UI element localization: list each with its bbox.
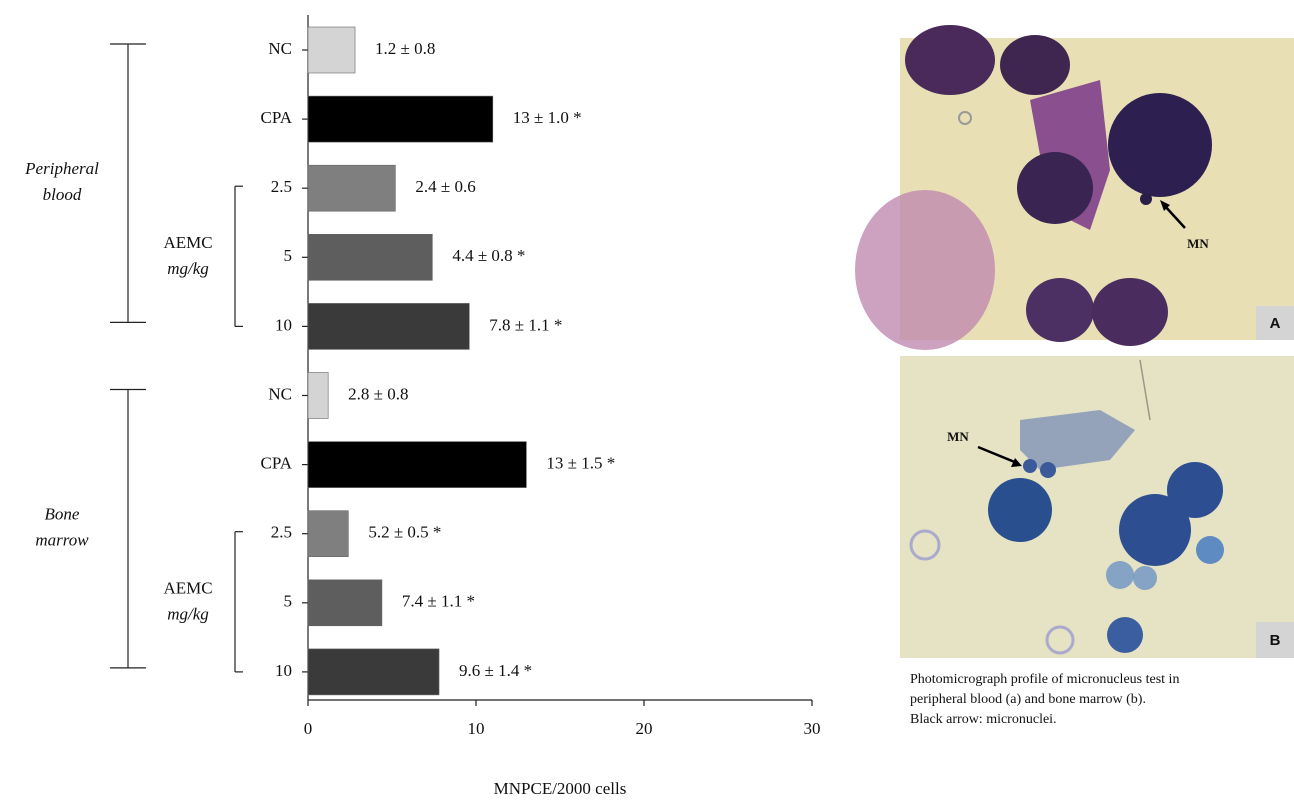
bar-annotation: 4.4 ± 0.8 * xyxy=(452,246,525,265)
x-tick-label: 30 xyxy=(804,719,821,738)
dose-label: mg/kg xyxy=(167,605,209,624)
y-tick-label: 2.5 xyxy=(271,523,292,542)
dose-label: AEMC xyxy=(163,233,212,252)
y-tick-label: CPA xyxy=(260,108,292,127)
bar-annotation: 13 ± 1.5 * xyxy=(546,454,615,473)
dose-label: mg/kg xyxy=(167,259,209,278)
group-label: blood xyxy=(43,185,82,204)
figure: MN A MN B Photomicrograph profile of mic… xyxy=(0,0,1294,800)
bar-annotation: 7.4 ± 1.1 * xyxy=(402,592,475,611)
bar-annotation: 9.6 ± 1.4 * xyxy=(459,661,532,680)
bar-annotation: 1.2 ± 0.8 xyxy=(375,39,435,58)
pointer-label: MN xyxy=(947,429,969,444)
bar xyxy=(308,165,395,211)
bar xyxy=(308,442,526,488)
y-tick-label: 10 xyxy=(275,315,292,334)
y-tick-label: NC xyxy=(268,39,292,58)
photo-a xyxy=(855,25,1294,350)
y-tick-label: 5 xyxy=(284,592,293,611)
panel-letter: A xyxy=(1270,315,1281,332)
y-tick-label: 5 xyxy=(284,246,293,265)
y-tick-label: NC xyxy=(268,384,292,403)
caption-line: peripheral blood (a) and bone marrow (b)… xyxy=(910,692,1146,707)
bar xyxy=(308,303,469,349)
dose-label: AEMC xyxy=(163,579,212,598)
x-tick-label: 10 xyxy=(468,719,485,738)
photo-b xyxy=(900,356,1294,658)
bar xyxy=(308,580,382,626)
x-tick-label: 20 xyxy=(636,719,653,738)
caption-line: Black arrow: micronuclei. xyxy=(910,712,1057,727)
group-label: marrow xyxy=(35,531,89,550)
bar-annotation: 2.8 ± 0.8 xyxy=(348,384,408,403)
bar-annotation: 7.8 ± 1.1 * xyxy=(489,315,562,334)
y-tick-label: CPA xyxy=(260,454,292,473)
bar xyxy=(308,234,432,280)
bar xyxy=(308,27,355,73)
bar-annotation: 5.2 ± 0.5 * xyxy=(368,523,441,542)
bar-annotation: 2.4 ± 0.6 xyxy=(415,177,475,196)
x-tick-label: 0 xyxy=(304,719,313,738)
bar xyxy=(308,373,328,419)
y-tick-label: 2.5 xyxy=(271,177,292,196)
bar-annotation: 13 ± 1.0 * xyxy=(513,108,582,127)
group-label: Bone xyxy=(45,505,80,524)
pointer-label: MN xyxy=(1187,236,1209,251)
panel-letter: B xyxy=(1270,632,1281,649)
x-axis-label: MNPCE/2000 cells xyxy=(494,779,627,798)
bar xyxy=(308,649,439,695)
caption-line: Photomicrograph profile of micronucleus … xyxy=(910,672,1179,687)
bar xyxy=(308,96,493,142)
bar xyxy=(308,511,348,557)
y-tick-label: 10 xyxy=(275,661,292,680)
group-label: Peripheral xyxy=(24,159,99,178)
